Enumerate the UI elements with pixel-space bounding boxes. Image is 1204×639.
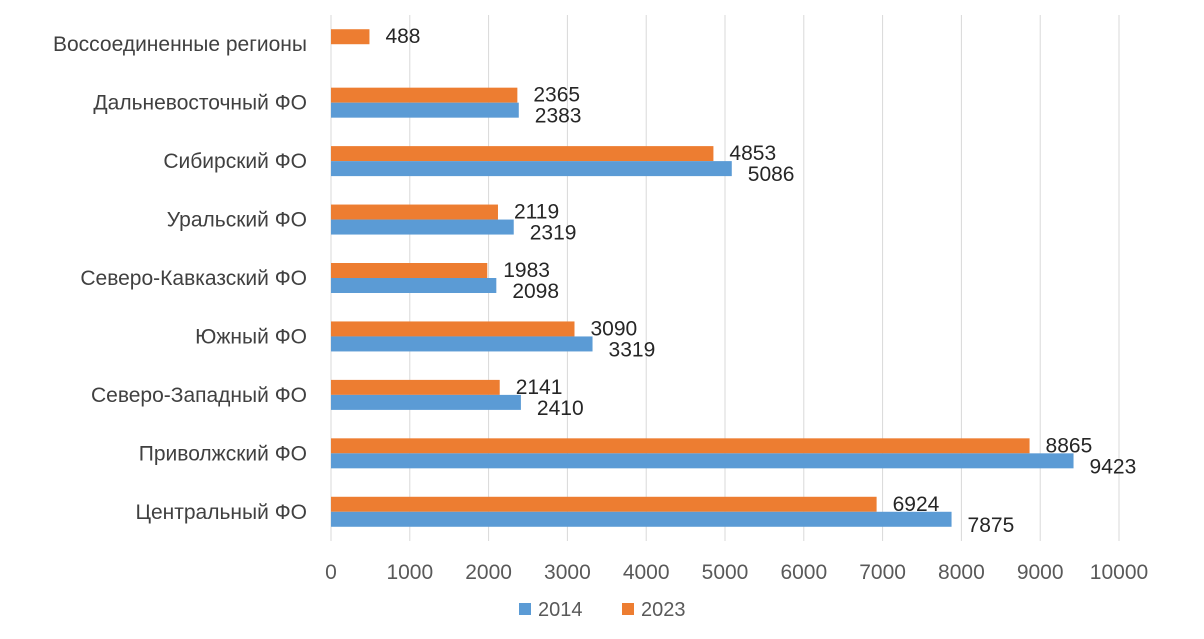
x-tick-label: 3000 [544, 561, 591, 584]
bar-2023 [331, 29, 370, 45]
data-label-2023: 2119 [514, 201, 559, 224]
data-label-2014: 2410 [537, 397, 584, 420]
x-tick-label: 4000 [623, 561, 670, 584]
bars [331, 29, 1074, 527]
x-tick-label: 7000 [859, 561, 906, 584]
bar-2023 [331, 321, 575, 337]
data-label-2023: 6924 [893, 493, 940, 516]
category-label: Дальневосточный ФО [93, 92, 307, 115]
bar-2014 [331, 336, 593, 352]
category-label: Уральский ФО [167, 209, 307, 232]
category-label: Центральный ФО [135, 501, 307, 524]
x-tick-label: 2000 [465, 561, 512, 584]
bar-2023 [331, 87, 518, 103]
bar-2014 [331, 102, 519, 118]
data-label-2023: 8865 [1046, 434, 1093, 457]
x-axis-tick-labels: 0 1000 2000 3000 4000 5000 6000 7000 8000 9000 100… [325, 561, 1148, 584]
x-tick-label: 0 [325, 561, 337, 584]
data-label-2014: 3319 [609, 338, 656, 361]
data-label-2023: 3090 [590, 317, 637, 340]
x-tick-label: 6000 [780, 561, 827, 584]
bar-2023 [331, 496, 877, 512]
category-label: Сибирский ФО [163, 150, 307, 173]
data-label-2023: 4853 [729, 142, 776, 165]
x-tick-label: 5000 [702, 561, 749, 584]
data-label-2014: 2098 [512, 280, 559, 303]
category-label: Воссоединенные регионы [53, 33, 307, 56]
bar-2014 [331, 278, 497, 293]
bar-2023 [331, 146, 714, 162]
bar-2023 [331, 379, 500, 395]
data-label-2014: 2319 [530, 222, 577, 245]
bar-2014 [331, 394, 521, 410]
category-label: Южный ФО [195, 325, 307, 348]
legend: 2014 2023 [519, 599, 686, 621]
category-labels: Воссоединенные регионы Дальневосточный ФО… [53, 33, 307, 524]
x-tick-label: 1000 [386, 561, 433, 584]
category-label: Приволжский ФО [139, 442, 307, 465]
bar-2023 [331, 263, 488, 278]
bar-2023 [331, 204, 498, 220]
legend-label-2014: 2014 [538, 599, 583, 621]
data-label-2023: 2141 [516, 376, 563, 399]
data-label-2014: 7875 [968, 514, 1015, 537]
bar-2014 [331, 453, 1074, 469]
data-label-2014: 2383 [535, 105, 582, 128]
bar-2014 [331, 161, 732, 177]
data-label-2014: 9423 [1090, 455, 1137, 478]
category-label: Северо-Кавказский ФО [80, 267, 307, 290]
data-label-2023: 488 [385, 25, 420, 48]
data-label-2023: 1983 [503, 259, 550, 282]
bar-2014 [331, 219, 514, 235]
legend-swatch-2023 [622, 603, 634, 615]
category-label: Северо-Западный ФО [91, 384, 307, 407]
bar-2023 [331, 438, 1030, 454]
data-label-2014: 5086 [748, 163, 795, 186]
x-tick-label: 8000 [938, 561, 985, 584]
x-tick-label: 10000 [1090, 561, 1148, 584]
bar-2014 [331, 511, 952, 527]
legend-label-2023: 2023 [641, 599, 686, 621]
data-label-2023: 2365 [533, 84, 580, 107]
legend-swatch-2014 [519, 603, 531, 615]
x-tick-label: 9000 [1017, 561, 1064, 584]
